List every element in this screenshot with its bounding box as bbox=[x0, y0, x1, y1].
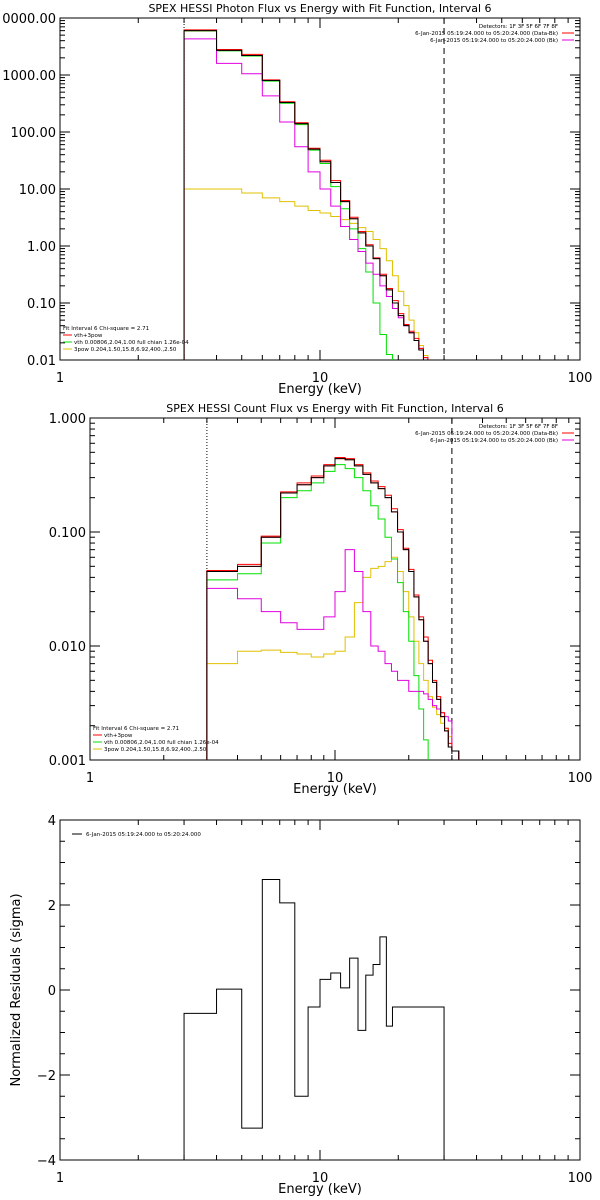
plot2-y-tick-label: 0.001 bbox=[49, 754, 86, 769]
plot2-x-tick-label: 100 bbox=[568, 771, 593, 786]
plot1-legend-label: vth 0.00806,2.04,1.00 full chian 1.26e-0… bbox=[74, 340, 189, 346]
plot3-x-tick-label: 100 bbox=[568, 1171, 593, 1186]
plot3-y-tick-label: −4 bbox=[37, 1154, 56, 1169]
plot2-series-5 bbox=[206, 556, 460, 760]
plot2-legend-label: vth+3pow bbox=[104, 733, 133, 739]
plot1-series-3 bbox=[183, 30, 445, 360]
plot1-legend-label: Fit Interval 6 Chi-square = 2.71 bbox=[63, 326, 149, 332]
plot1-y-tick-label: 0000.00 bbox=[2, 12, 56, 27]
plot2-legend-label: vth 0.00806,2.04,1.00 full chian 1.26e-0… bbox=[104, 740, 219, 746]
plot3-x-tick-label: 10 bbox=[312, 1171, 329, 1186]
plot2-y-tick-label: 0.100 bbox=[49, 526, 86, 541]
plot1-y-tick-label: 0.01 bbox=[27, 354, 56, 369]
plot2-legend-label: 6-Jan-2015 05:19:24.000 to 05:20:24.000 … bbox=[430, 438, 558, 444]
plot3-y-tick-label: 4 bbox=[48, 814, 56, 829]
plot3-y-tick-label: −2 bbox=[37, 1069, 56, 1084]
plot2-x-axis-label: Energy (keV) bbox=[293, 782, 377, 797]
plot2-legend-label: Detectors: 1F 3F 5F 6F 7F 8F bbox=[479, 424, 558, 430]
plot2-series-3 bbox=[206, 458, 460, 760]
plot3-x-tick-label: 1 bbox=[56, 1171, 64, 1186]
plot1-legend-label: 3pow 0.204,1.50,15.8,6.92,400.,2.50 bbox=[74, 347, 177, 353]
plot2-series-1 bbox=[206, 457, 460, 760]
plot1-x-tick-label: 10 bbox=[312, 371, 329, 386]
plot2-title: SPEX HESSI Count Flux vs Energy with Fit… bbox=[166, 402, 503, 415]
plot2-legend-label: Fit Interval 6 Chi-square = 2.71 bbox=[93, 726, 179, 732]
plot2-series-0 bbox=[206, 458, 460, 760]
plot3-y-tick-label: 2 bbox=[48, 899, 56, 914]
plot2-x-tick-label: 1 bbox=[86, 771, 94, 786]
plot2-y-tick-label: 1.000 bbox=[49, 412, 86, 427]
plot1-x-tick-label: 1 bbox=[56, 371, 64, 386]
plot1-legend-label: 6-Jan-2015 05:19:24.000 to 05:20:24.000 … bbox=[430, 38, 558, 44]
plot2-x-tick-label: 10 bbox=[327, 771, 344, 786]
plot1-series-0 bbox=[183, 30, 445, 360]
plot2-legend-label: 3pow 0.204,1.50,15.8,6.92,400.,2.50 bbox=[104, 747, 207, 753]
plot1-y-tick-label: 0.10 bbox=[27, 297, 56, 312]
plot1-legend-label: Detectors: 1F 3F 5F 6F 7F 8F bbox=[479, 24, 558, 30]
plot3-series-0 bbox=[183, 879, 445, 1160]
plot1-series-1 bbox=[183, 29, 445, 360]
plot3-legend-label: 6-Jan-2015 05:19:24.000 to 05:20:24.000 bbox=[86, 832, 201, 838]
plot2-y-tick-label: 0.010 bbox=[49, 640, 86, 655]
plot3-y-axis-label: Normalized Residuals (sigma) bbox=[9, 893, 24, 1086]
plot1-y-tick-label: 100.00 bbox=[11, 126, 57, 141]
plot1-y-tick-label: 1.00 bbox=[27, 240, 56, 255]
plot1-legend-label: 6-Jan-2015 05:19:24.000 to 05:20:24.000 … bbox=[415, 31, 558, 37]
plot1-x-axis-label: Energy (keV) bbox=[278, 382, 362, 397]
plot1-y-tick-label: 10.00 bbox=[19, 183, 56, 198]
plot2-series-4 bbox=[206, 464, 460, 760]
plot1-series-5 bbox=[183, 188, 445, 360]
plot1-title: SPEX HESSI Photon Flux vs Energy with Fi… bbox=[148, 2, 491, 15]
plot3-y-tick-label: 0 bbox=[48, 984, 56, 999]
plot1-series-2 bbox=[183, 38, 445, 360]
plot3-x-axis-label: Energy (keV) bbox=[278, 1182, 362, 1197]
plot1-series-4 bbox=[183, 30, 445, 360]
plot2-series-2 bbox=[206, 549, 460, 760]
plot1-y-tick-label: 1000.00 bbox=[2, 69, 56, 84]
plot1-legend-label: vth+3pow bbox=[74, 333, 103, 339]
plot2-legend-label: 6-Jan-2015 05:19:24.000 to 05:20:24.000 … bbox=[415, 431, 558, 437]
plot1-x-tick-label: 100 bbox=[568, 371, 593, 386]
